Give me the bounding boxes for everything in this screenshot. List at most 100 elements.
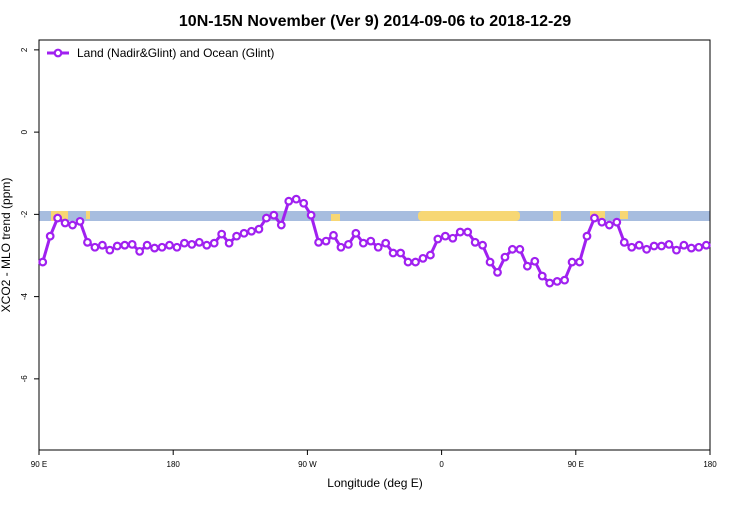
x-tick-label: 90 W	[298, 460, 317, 469]
data-point	[284, 196, 294, 206]
data-point	[545, 278, 555, 288]
data-point	[388, 248, 398, 258]
data-point	[217, 229, 227, 239]
data-point	[649, 241, 659, 251]
data-point	[455, 227, 465, 237]
data-point	[45, 231, 55, 241]
data-point	[150, 243, 159, 253]
data-point	[90, 242, 100, 252]
data-point	[530, 256, 540, 266]
data-point	[552, 276, 562, 286]
data-point	[224, 238, 234, 248]
data-point	[396, 248, 405, 258]
data-point	[135, 246, 145, 256]
chart-title: 10N-15N November (Ver 9) 2014-09-06 to 2…	[179, 13, 571, 30]
data-point	[604, 220, 614, 230]
data-point	[679, 240, 689, 250]
data-point	[537, 271, 547, 281]
data-point	[664, 239, 674, 249]
data-point	[448, 233, 458, 243]
data-point	[597, 217, 607, 227]
x-tick-label: 180	[167, 460, 181, 469]
data-point	[276, 220, 286, 230]
data-point	[321, 236, 331, 246]
data-point	[426, 250, 435, 260]
data-point	[567, 257, 577, 267]
data-point	[209, 238, 219, 248]
y-tick-label: -4	[20, 293, 29, 301]
y-tick-label: 0	[20, 129, 29, 134]
data-point	[433, 234, 443, 244]
data-point	[299, 198, 309, 208]
data-point	[232, 231, 241, 241]
x-tick-label: 90 E	[568, 460, 584, 469]
data-point	[358, 238, 368, 248]
data-point	[686, 243, 696, 253]
legend-label: Land (Nadir&Glint) and Ocean (Glint)	[77, 46, 274, 60]
data-point	[694, 242, 704, 252]
data-point	[463, 227, 473, 237]
data-point	[254, 224, 264, 234]
data-point	[269, 210, 279, 220]
data-point	[701, 240, 711, 250]
data-point	[194, 237, 204, 247]
data-point	[560, 275, 570, 285]
data-point	[411, 257, 420, 267]
data-point	[112, 241, 122, 251]
data-point	[165, 240, 174, 250]
data-point	[381, 238, 391, 248]
data-point	[470, 237, 480, 247]
x-tick-label: 90 E	[31, 460, 47, 469]
data-point	[68, 220, 77, 230]
data-point	[291, 194, 301, 204]
data-point	[440, 231, 450, 241]
data-point	[120, 240, 130, 250]
data-point	[582, 231, 592, 241]
data-point	[306, 210, 316, 220]
data-point	[627, 242, 637, 252]
y-tick-label: -6	[20, 375, 29, 383]
data-point	[657, 241, 666, 251]
data-point	[314, 237, 323, 247]
data-point	[366, 236, 376, 246]
data-point	[403, 257, 413, 267]
data-point	[60, 218, 70, 228]
data-point	[485, 257, 495, 267]
data-point	[172, 242, 182, 252]
y-axis-label: XCO2 - MLO trend (ppm)	[0, 178, 13, 313]
data-point	[478, 240, 488, 250]
data-point	[105, 245, 115, 255]
data-point	[634, 240, 644, 250]
data-point	[500, 252, 510, 262]
data-point	[187, 239, 197, 249]
data-point	[202, 240, 212, 250]
data-point	[179, 238, 189, 248]
data-point	[515, 244, 525, 254]
data-point	[508, 244, 517, 254]
map-strip	[39, 211, 710, 221]
data-point	[38, 257, 48, 267]
data-point	[418, 253, 428, 263]
data-point	[75, 216, 85, 226]
legend-marker	[53, 48, 63, 58]
data-point	[351, 228, 361, 238]
data-point	[97, 240, 107, 250]
data-point	[53, 213, 63, 223]
data-point	[157, 242, 167, 252]
data-point	[83, 237, 92, 247]
y-tick-label: -2	[20, 210, 29, 218]
data-point	[493, 267, 502, 277]
data-point	[672, 245, 681, 255]
data-point	[142, 240, 152, 250]
data-point	[261, 213, 271, 223]
data-point	[619, 237, 629, 247]
data-point	[373, 242, 383, 252]
x-tick-label: 0	[439, 460, 444, 469]
y-tick-label: 2	[20, 47, 29, 52]
data-point	[590, 213, 599, 223]
data-point	[336, 242, 346, 252]
data-point	[612, 217, 622, 227]
data-point	[522, 261, 532, 271]
data-point	[344, 239, 353, 249]
